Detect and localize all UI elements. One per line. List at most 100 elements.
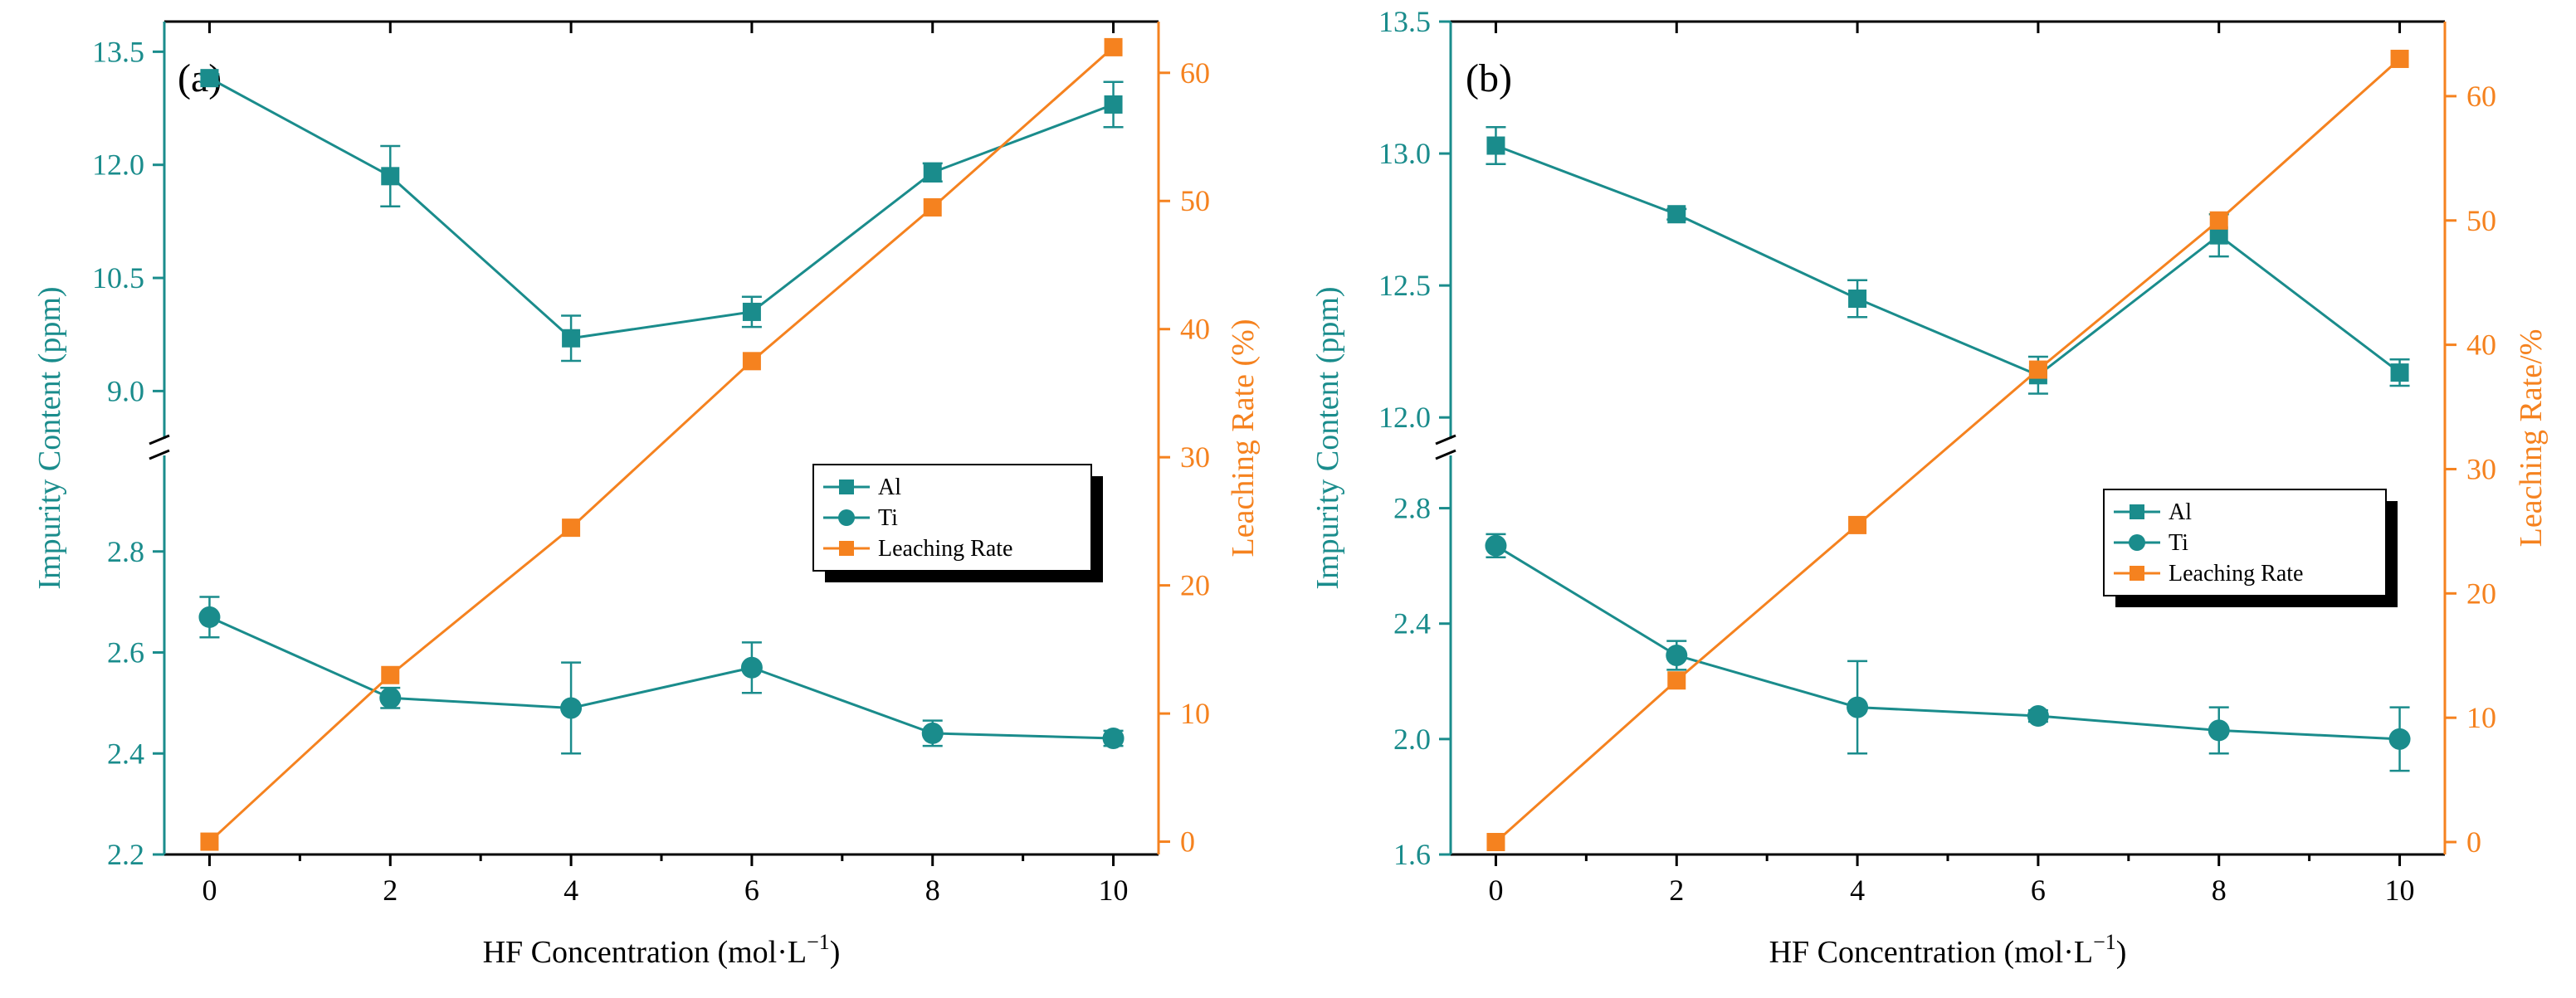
legend-label: Ti: [2169, 530, 2188, 556]
legend-label: Leaching Rate: [2169, 561, 2303, 587]
x-tick-label: 10: [2385, 874, 2415, 907]
x-tick-label: 10: [1099, 874, 1129, 907]
series-line: [1495, 544, 2400, 741]
y-upper-tick-label: 10.5: [92, 261, 144, 295]
series-line: [208, 616, 1114, 740]
data-point: [200, 832, 219, 851]
axis-break-mark: [1435, 449, 1456, 460]
legend-label: Leaching Rate: [878, 536, 1012, 562]
y-lower-tick-label: 1.6: [1393, 838, 1431, 871]
legend: Al Ti Leaching Rate: [2103, 489, 2398, 607]
x-axis-title: HF Concentration (mol·L−1): [483, 930, 841, 970]
series-line: [208, 46, 1115, 843]
legend-marker: [838, 509, 855, 526]
left-axis-title: Impurity Content (ppm): [1310, 286, 1345, 589]
series-line: [1495, 57, 2401, 844]
legend-label: Al: [2169, 499, 2192, 525]
y-right-tick-label: 30: [1180, 441, 1210, 474]
data-point: [2209, 211, 2228, 230]
y-right-tick-label: 40: [1180, 313, 1210, 346]
x-axis-title: HF Concentration (mol·L−1): [1769, 930, 2127, 970]
data-point: [2388, 728, 2411, 750]
data-point: [381, 167, 400, 186]
y-upper-tick-label: 12.0: [1378, 401, 1431, 434]
x-tick-label: 2: [383, 874, 398, 907]
right-axis-title: Leaching Rate/%: [2514, 329, 2549, 548]
axis-break-mark: [149, 434, 170, 445]
data-point: [1847, 696, 1869, 718]
data-point: [1485, 534, 1507, 557]
legend-marker: [839, 541, 854, 556]
y-lower-tick-label: 2.4: [1393, 607, 1431, 640]
y-lower-tick-label: 2.0: [1393, 723, 1431, 756]
x-tick-label: 4: [564, 874, 578, 907]
y-lower-tick-label: 2.2: [107, 838, 144, 871]
y-right-tick-label: 30: [2466, 452, 2496, 485]
y-right-tick-label: 50: [2466, 204, 2496, 237]
data-point: [2390, 363, 2409, 382]
y-right-tick-label: 10: [1180, 697, 1210, 730]
data-point: [200, 69, 219, 88]
y-right-tick-label: 0: [1180, 825, 1195, 859]
data-point: [1667, 671, 1686, 690]
panel-b: 0 2 4 6 8 10 12.0 12.5 13.0 13.5 1.6 2.0 2.4 2.8 0 10 20…: [1310, 5, 2549, 970]
data-point: [1666, 644, 1688, 666]
legend: Al Ti Leaching Rate: [812, 464, 1103, 582]
data-point: [2209, 226, 2228, 245]
left-axis-title: Impurity Content (ppm): [32, 286, 67, 589]
data-point: [1848, 515, 1867, 534]
series-al: [199, 69, 1124, 363]
y-upper-tick-label: 13.5: [1378, 5, 1431, 38]
panel-a: 0 2 4 6 8 10 9.0 10.5 12.0 13.5 2.2 2.4 2.6 2.8 0 10 20 3…: [32, 20, 1261, 970]
y-right-tick-label: 40: [2466, 329, 2496, 362]
y-right-tick-label: 20: [2466, 577, 2496, 610]
y-lower-tick-label: 2.8: [107, 535, 144, 568]
series-leaching-rate: [200, 37, 1123, 851]
y-lower-tick-label: 2.6: [107, 636, 144, 669]
data-point: [921, 722, 944, 744]
x-tick-label: 8: [925, 874, 940, 907]
series-line: [208, 76, 1115, 340]
x-tick-label: 8: [2212, 874, 2227, 907]
data-point: [923, 197, 942, 217]
legend-marker: [2130, 566, 2144, 581]
legend-label: Al: [878, 475, 901, 500]
right-axis-title: Leaching Rate (%): [1226, 319, 1261, 557]
data-point: [1104, 37, 1123, 56]
x-axis-title-close: ): [2116, 935, 2127, 970]
x-tick-label: 4: [1850, 874, 1865, 907]
y-right-tick-label: 60: [1180, 56, 1210, 90]
legend-marker: [839, 480, 854, 494]
x-axis-title-main: HF Concentration (mol·L: [1769, 935, 2093, 970]
data-point: [379, 687, 402, 709]
x-tick-label: 2: [1669, 874, 1684, 907]
data-point: [1102, 727, 1125, 749]
data-point: [2028, 360, 2047, 379]
y-upper-tick-label: 13.0: [1378, 137, 1431, 170]
data-point: [742, 302, 761, 321]
axis-break-mark: [149, 449, 170, 460]
data-point: [1104, 95, 1123, 114]
data-point: [381, 665, 400, 684]
x-tick-label: 0: [202, 874, 217, 907]
series-al: [1486, 126, 2410, 395]
series-ti: [198, 596, 1125, 755]
x-axis-title-close: ): [830, 935, 841, 970]
y-right-tick-label: 60: [2466, 80, 2496, 113]
data-point: [740, 656, 763, 679]
y-upper-tick-label: 12.5: [1378, 269, 1431, 302]
x-axis-title-sup: −1: [807, 930, 830, 954]
data-point: [1848, 290, 1867, 309]
data-point: [2208, 719, 2230, 742]
y-lower-tick-label: 2.4: [107, 737, 144, 770]
data-point: [198, 606, 221, 628]
data-point: [923, 163, 942, 182]
y-right-tick-label: 20: [1180, 569, 1210, 602]
y-upper-tick-label: 13.5: [92, 35, 144, 68]
data-point: [2390, 49, 2409, 68]
data-point: [562, 518, 581, 538]
series-ti: [1485, 533, 2411, 772]
x-tick-label: 0: [1488, 874, 1503, 907]
y-upper-tick-label: 9.0: [107, 374, 144, 407]
